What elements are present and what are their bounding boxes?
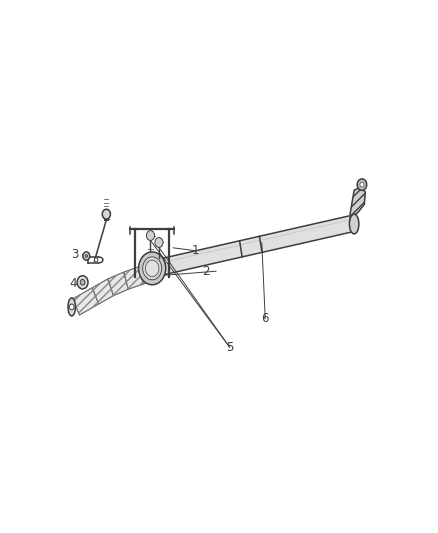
Polygon shape (150, 216, 351, 277)
Circle shape (360, 182, 364, 187)
Text: 2: 2 (202, 265, 209, 278)
Polygon shape (350, 187, 365, 220)
Circle shape (95, 258, 98, 262)
Text: 6: 6 (261, 312, 269, 325)
Ellipse shape (68, 298, 75, 316)
Text: 3: 3 (71, 248, 79, 261)
Circle shape (143, 257, 162, 280)
Circle shape (85, 254, 88, 257)
Circle shape (102, 209, 110, 219)
Circle shape (83, 252, 90, 260)
Circle shape (80, 279, 85, 285)
Text: 5: 5 (226, 341, 233, 353)
Circle shape (357, 179, 367, 190)
Polygon shape (73, 288, 99, 315)
Polygon shape (108, 272, 128, 296)
Polygon shape (92, 279, 114, 304)
Circle shape (138, 252, 166, 285)
Circle shape (146, 231, 155, 240)
Circle shape (155, 238, 163, 247)
Text: 1: 1 (192, 244, 199, 257)
Circle shape (69, 304, 74, 310)
Circle shape (77, 276, 88, 289)
Polygon shape (139, 263, 155, 284)
Text: 4: 4 (70, 277, 77, 290)
Ellipse shape (350, 214, 359, 234)
Polygon shape (124, 266, 143, 289)
Circle shape (145, 260, 159, 277)
